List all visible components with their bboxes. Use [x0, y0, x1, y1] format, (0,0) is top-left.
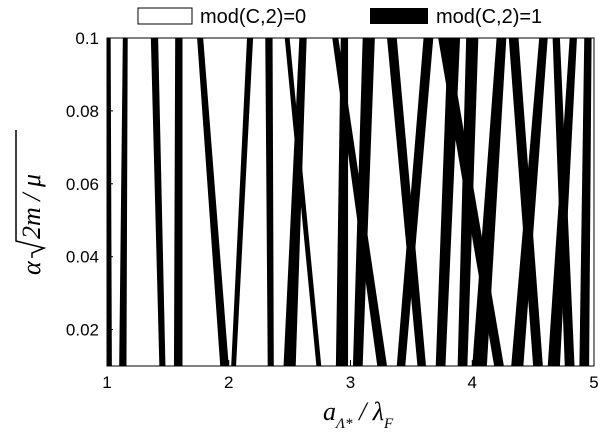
- x-tick-label: 4: [468, 373, 477, 392]
- legend-label-even: mod(C,2)=0: [200, 6, 306, 28]
- odd-region-8: [284, 38, 322, 366]
- odd-region-6: [265, 38, 274, 366]
- odd-region-11: [332, 38, 388, 366]
- odd-region-22: [579, 38, 592, 366]
- odd-region-21: [552, 38, 575, 366]
- legend-label-odd: mod(C,2)=1: [436, 6, 542, 28]
- y-tick-label: 0.08: [66, 102, 99, 121]
- x-axis: 1 2 3 4 5: [102, 360, 599, 392]
- odd-region-0: [107, 38, 112, 366]
- x-tick-label: 5: [589, 373, 598, 392]
- x-tick-label: 3: [346, 373, 355, 392]
- y-axis-label: α 2m / μ: [15, 130, 47, 275]
- y-tick-label: 0.1: [75, 29, 99, 48]
- odd-region-2: [150, 38, 166, 366]
- odd-region-17: [438, 38, 504, 366]
- x-axis-label: aΛ* / λF: [323, 397, 394, 432]
- x-tick-label: 1: [102, 373, 111, 392]
- odd-region-4: [197, 38, 229, 366]
- y-axis: 0.02 0.04 0.06 0.08 0.1: [66, 29, 113, 340]
- odd-region-12: [396, 38, 434, 366]
- legend-swatch-odd: [370, 8, 428, 24]
- odd-region-3: [173, 38, 183, 366]
- y-tick-label: 0.02: [66, 321, 99, 340]
- sqrt-sign: [15, 130, 47, 258]
- plot-area: [107, 38, 594, 366]
- odd-region-13: [387, 38, 426, 366]
- legend: mod(C,2)=0 mod(C,2)=1: [137, 6, 542, 28]
- y-axis-label-inner: 2m / μ: [17, 174, 46, 239]
- plot-background: [107, 38, 594, 366]
- odd-region-10: [352, 38, 375, 366]
- odd-region-1: [119, 38, 128, 366]
- y-axis-label-alpha: α: [17, 260, 46, 275]
- odd-regions-layer: [107, 38, 592, 366]
- y-tick-label: 0.06: [66, 175, 99, 194]
- y-tick-label: 0.04: [66, 248, 99, 267]
- odd-region-7: [283, 38, 307, 366]
- odd-region-5: [231, 38, 254, 366]
- odd-region-19: [508, 38, 543, 366]
- x-tick-label: 2: [224, 373, 233, 392]
- legend-swatch-even: [137, 7, 193, 25]
